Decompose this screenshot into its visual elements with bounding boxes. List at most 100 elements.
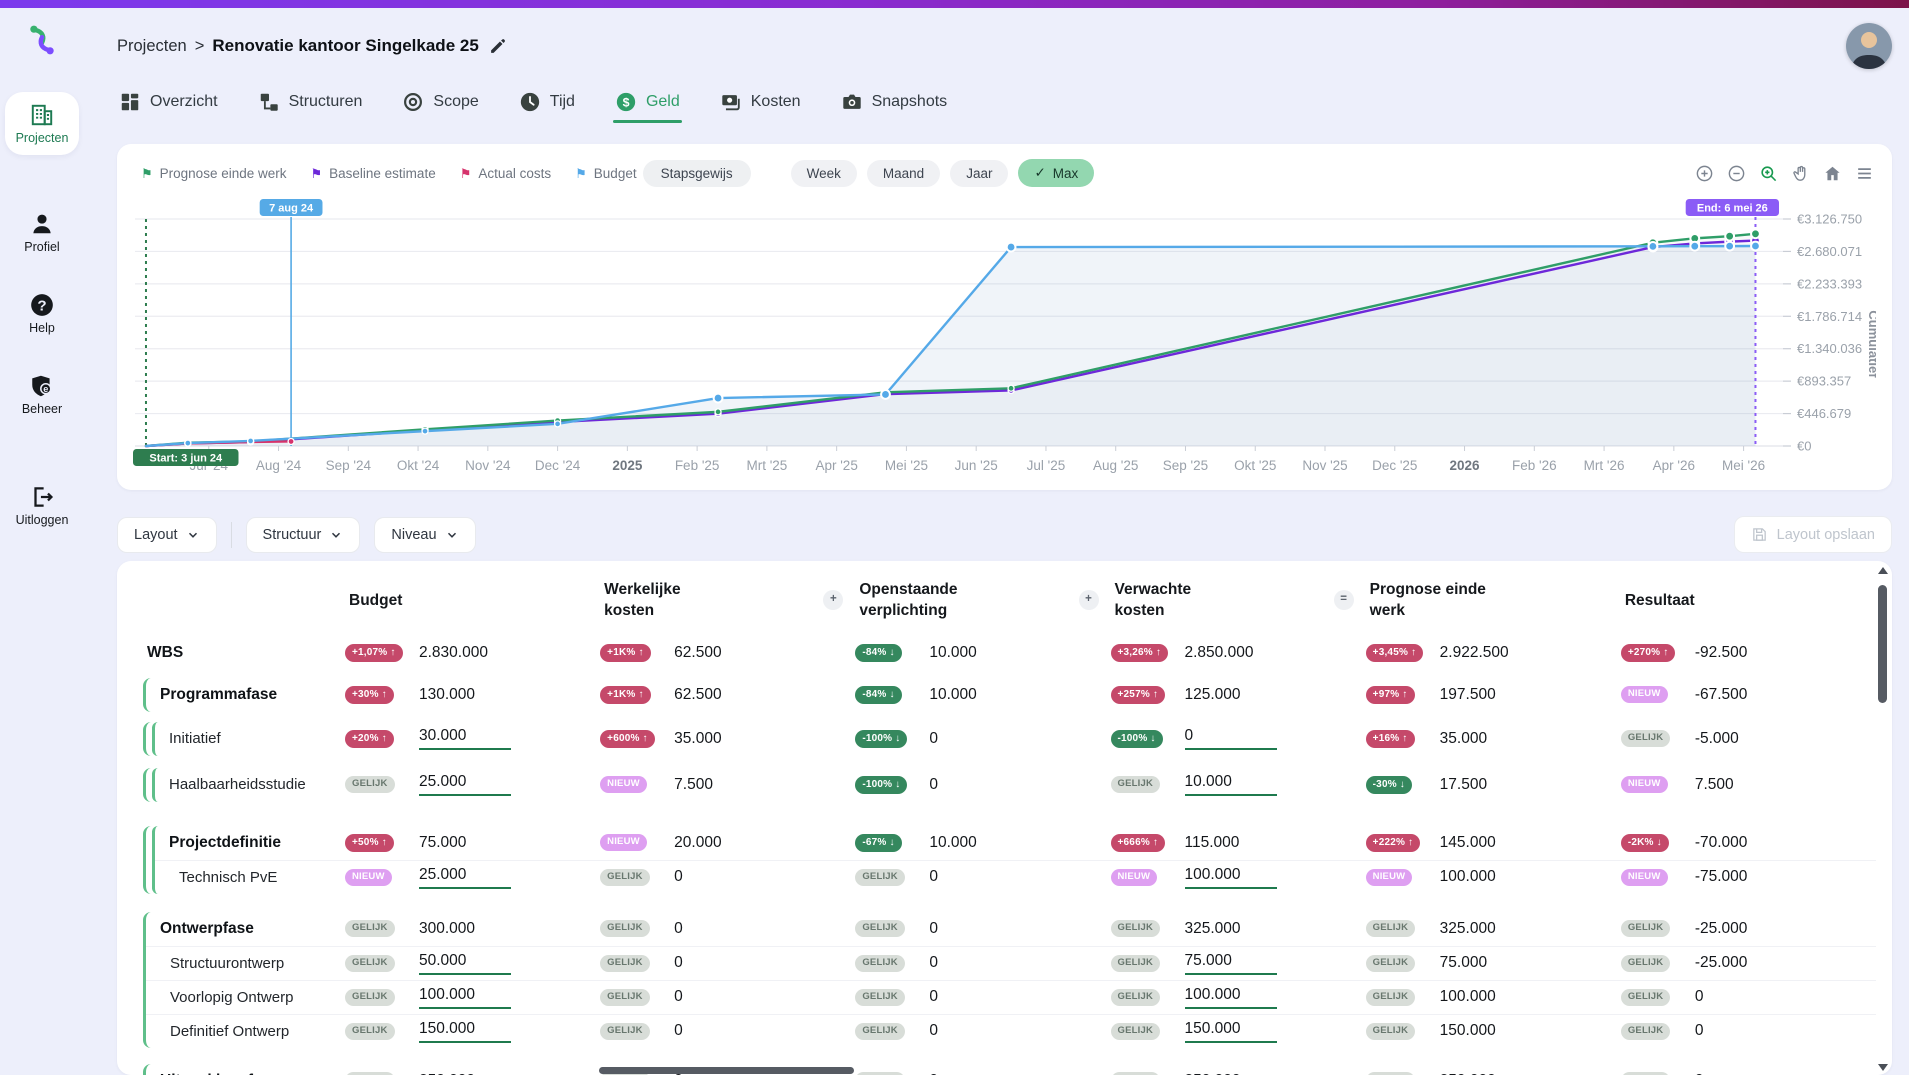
- column-header-prognose-einde-werk[interactable]: = Prognose einde werk: [1333, 579, 1494, 622]
- tab-kosten[interactable]: Kosten: [718, 85, 803, 119]
- table-cell: GELIJK 325.000: [1365, 920, 1621, 938]
- pencil-icon[interactable]: [489, 38, 506, 55]
- sidebar-item-uitloggen[interactable]: Uitloggen: [5, 474, 79, 537]
- tab-overzicht[interactable]: Overzicht: [117, 85, 220, 119]
- table-row-technisch-pve[interactable]: Technisch PvE NIEUW 25.000 GELIJK 0 GELIJK 0 NI…: [155, 859, 1876, 894]
- svg-text:e: e: [43, 384, 48, 394]
- layout-save-button[interactable]: Layout opslaan: [1733, 516, 1892, 553]
- cell-value[interactable]: 0: [1184, 727, 1277, 751]
- sidebar-item-profiel[interactable]: Profiel: [5, 201, 79, 264]
- tab-tijd[interactable]: Tijd: [517, 85, 577, 119]
- table-cell[interactable]: +20% ↑ 30.000: [345, 727, 600, 751]
- cell-value[interactable]: 100.000: [1184, 986, 1277, 1009]
- table-row-projectdefinitie[interactable]: Projectdefinitie +50% ↑ 75.000 NIEUW 20.000 -…: [155, 826, 1876, 860]
- zoom-select-icon[interactable]: [1759, 164, 1778, 183]
- tab-scope[interactable]: Scope: [400, 85, 480, 119]
- table-row-initiatief[interactable]: Initiatief +20% ↑ 30.000 +600% ↑ 35.000 -100%…: [155, 722, 1876, 756]
- change-badge: GELIJK: [600, 988, 650, 1006]
- cell-value[interactable]: 25.000: [419, 773, 511, 797]
- zoom-out-icon[interactable]: [1727, 164, 1746, 183]
- table-cell: GELIJK -25.000: [1620, 920, 1876, 938]
- vertical-scrollbar[interactable]: [1876, 567, 1890, 1071]
- cell-value: -75.000: [1694, 868, 1748, 886]
- column-header-werkelijke-kosten[interactable]: Werkelijke kosten: [604, 581, 681, 620]
- change-badge: GELIJK: [345, 954, 395, 972]
- cell-value: 125.000: [1184, 685, 1241, 703]
- niveau-dropdown[interactable]: Niveau: [374, 516, 476, 553]
- step-mode-pill[interactable]: Stapsgewijs: [642, 159, 751, 187]
- scroll-up-icon[interactable]: [1878, 567, 1888, 574]
- cell-value[interactable]: 100.000: [419, 986, 511, 1009]
- table-row-voorlopig-ontwerp[interactable]: Voorlopig Ontwerp GELIJK 100.000 GELIJK 0 GEL…: [146, 979, 1876, 1014]
- table-cell[interactable]: GELIJK 100.000: [1110, 986, 1366, 1009]
- range-week-button[interactable]: Week: [790, 159, 857, 187]
- table-row-ontwerpfase[interactable]: Ontwerpfase GELIJK 300.000 GELIJK 0 GELIJK 0 GE…: [146, 912, 1876, 946]
- range-max-button[interactable]: ✓ Max: [1018, 159, 1095, 187]
- table-row-definitief-ontwerp[interactable]: Definitief Ontwerp GELIJK 150.000 GELIJK 0 GE…: [146, 1013, 1876, 1048]
- sidebar-item-projecten[interactable]: Projecten: [5, 92, 79, 155]
- app-logo[interactable]: [24, 22, 60, 58]
- cell-value[interactable]: 150.000: [1184, 1020, 1277, 1043]
- tab-geld[interactable]: $ Geld: [612, 85, 682, 123]
- table-cell[interactable]: GELIJK 10.000: [1110, 773, 1366, 797]
- cell-value: 150.000: [1439, 1022, 1496, 1040]
- svg-text:End: 6 mei 26: End: 6 mei 26: [1697, 203, 1768, 215]
- table-cell[interactable]: NIEUW 25.000: [345, 866, 600, 889]
- horizontal-scrollbar-thumb[interactable]: [599, 1067, 854, 1074]
- sidebar-item-beheer[interactable]: e Beheer: [5, 363, 79, 426]
- table-row-haalbaarheidsstudie[interactable]: Haalbaarheidsstudie GELIJK 25.000 NIEUW 7.50…: [155, 768, 1876, 802]
- legend-item[interactable]: ⚑ Prognose einde werk: [141, 166, 286, 181]
- table-cell[interactable]: GELIJK 150.000: [345, 1020, 600, 1043]
- change-badge: +257% ↑: [1110, 686, 1166, 704]
- sidebar-item-help[interactable]: ? Help: [5, 282, 79, 345]
- table-cell[interactable]: GELIJK 50.000: [345, 952, 600, 975]
- table-row-programmafase[interactable]: Programmafase +30% ↑ 130.000 +1K% ↑ 62.500 -8…: [146, 678, 1876, 712]
- table-cell[interactable]: NIEUW 100.000: [1110, 866, 1366, 889]
- cell-value[interactable]: 25.000: [419, 866, 511, 889]
- legend-item[interactable]: ⚑ Baseline estimate: [310, 166, 435, 181]
- layout-dropdown[interactable]: Layout: [117, 516, 217, 553]
- legend-item[interactable]: ⚑ Actual costs: [460, 166, 551, 181]
- column-header-openstaande-verplichting[interactable]: + Openstaande verplichting: [823, 579, 983, 622]
- table-row-wbs[interactable]: WBS +1,07% ↑ 2.830.000 +1K% ↑ 62.500 -84% ↓ 10…: [133, 636, 1876, 670]
- change-badge: GELIJK: [855, 868, 905, 886]
- operator-icon: +: [1078, 590, 1099, 611]
- cell-value[interactable]: 10.000: [1184, 773, 1277, 797]
- cell-value[interactable]: 100.000: [1184, 866, 1277, 889]
- cell-value[interactable]: 150.000: [419, 1020, 511, 1043]
- change-badge: GELIJK: [1620, 1022, 1671, 1040]
- structuur-dropdown[interactable]: Structuur: [245, 516, 361, 553]
- table-cell[interactable]: GELIJK 75.000: [1110, 952, 1366, 975]
- scrollbar-thumb[interactable]: [1878, 585, 1887, 703]
- table-row-uitwerkingsfase[interactable]: UitwerkingsfaseGELIJK250.000GELIJK0GELIJ…: [146, 1064, 1876, 1075]
- tab-structuren[interactable]: Structuren: [256, 85, 365, 119]
- column-header-budget[interactable]: Budget: [349, 591, 403, 609]
- avatar[interactable]: [1846, 23, 1892, 69]
- zoom-in-icon[interactable]: [1695, 164, 1714, 183]
- tab-snapshots[interactable]: Snapshots: [839, 85, 950, 119]
- range-maand-button[interactable]: Maand: [866, 159, 941, 187]
- svg-text:€1.340.036: €1.340.036: [1797, 341, 1862, 356]
- cell-value[interactable]: 50.000: [419, 952, 511, 975]
- cell-value[interactable]: 30.000: [419, 727, 511, 751]
- cell-value[interactable]: 75.000: [1184, 952, 1277, 975]
- chart-plot-area[interactable]: €0 €446.679 €893.357 €1.340.036 €1.786.714 €2…: [131, 196, 1878, 488]
- scroll-down-icon[interactable]: [1878, 1064, 1888, 1071]
- home-icon[interactable]: [1823, 164, 1842, 183]
- legend-item[interactable]: ⚑ Budget: [575, 166, 636, 181]
- breadcrumb-projecten[interactable]: Projecten: [117, 36, 187, 55]
- table-cell[interactable]: GELIJK 150.000: [1110, 1020, 1366, 1043]
- column-header-resultaat[interactable]: Resultaat: [1624, 591, 1695, 609]
- column-header-verwachte-kosten[interactable]: + Verwachte kosten: [1078, 579, 1239, 622]
- table-cell[interactable]: GELIJK 100.000: [345, 986, 600, 1009]
- menu-icon[interactable]: [1855, 164, 1874, 183]
- pan-icon[interactable]: [1791, 164, 1810, 183]
- row-label: Uitwerkingsfase: [146, 1072, 345, 1075]
- svg-text:Sep '24: Sep '24: [326, 458, 372, 473]
- table-row-structuurontwerp[interactable]: Structuurontwerp GELIJK 50.000 GELIJK 0 GELIJ…: [146, 945, 1876, 980]
- cell-value: 0: [929, 1072, 938, 1075]
- table-cell: GELIJK 0: [855, 920, 1110, 938]
- table-cell[interactable]: -100% ↓ 0: [1110, 727, 1366, 751]
- table-cell[interactable]: GELIJK 25.000: [345, 773, 600, 797]
- range-jaar-button[interactable]: Jaar: [950, 159, 1009, 187]
